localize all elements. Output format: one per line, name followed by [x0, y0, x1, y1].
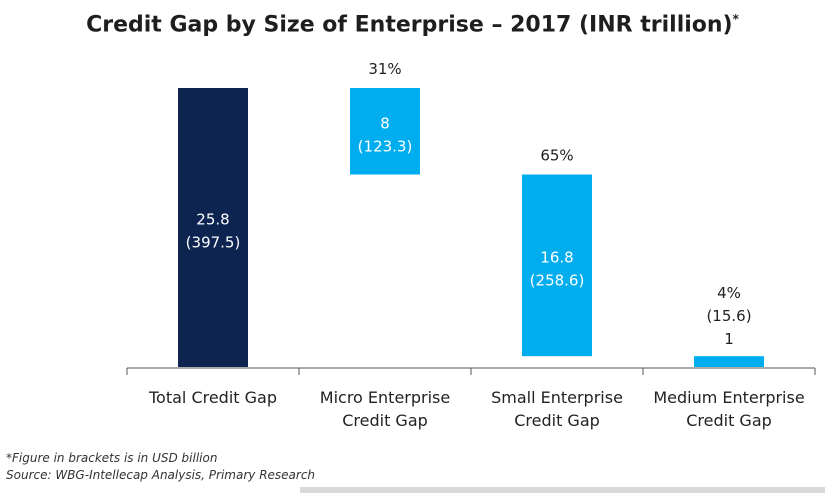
bar-usd-label: (123.3) — [358, 137, 413, 155]
bar-1 — [178, 88, 248, 367]
x-tick-label: Total Credit Gap — [148, 388, 277, 407]
bar-usd-label: (397.5) — [186, 234, 241, 252]
bar-2 — [350, 88, 420, 175]
bar-percent-label: 65% — [540, 147, 573, 165]
bar-percent-label: 31% — [368, 60, 401, 78]
chart-title-text: Credit Gap by Size of Enterprise – 2017 … — [86, 12, 733, 38]
footnote-usd-note: *Figure in brackets is in USD billion — [6, 451, 218, 465]
bar-value-label: 25.8 — [196, 211, 229, 229]
x-tick-label: Micro Enterprise — [320, 388, 450, 407]
bar-usd-label: (258.6) — [530, 271, 585, 289]
footnote-source: Source: WBG-Intellecap Analysis, Primary… — [6, 468, 316, 482]
bar-4 — [694, 356, 764, 367]
bar-value-label: 16.8 — [540, 248, 573, 266]
x-tick-label: Medium Enterprise — [653, 388, 804, 407]
x-tick-label: Credit Gap — [686, 411, 772, 430]
bar-value-label: 8 — [380, 114, 390, 132]
bar-percent-label: 4% — [717, 284, 741, 302]
bottom-rule — [300, 487, 825, 493]
bar-value-label: 1 — [724, 330, 734, 348]
x-tick-label: Credit Gap — [514, 411, 600, 430]
bar-usd-label: (15.6) — [706, 307, 751, 325]
x-tick-label: Small Enterprise — [491, 388, 623, 407]
chart-title-marker: * — [732, 12, 739, 26]
chart-title: Credit Gap by Size of Enterprise – 2017 … — [0, 12, 825, 37]
x-tick-label: Credit Gap — [342, 411, 428, 430]
bar-3 — [522, 174, 592, 357]
